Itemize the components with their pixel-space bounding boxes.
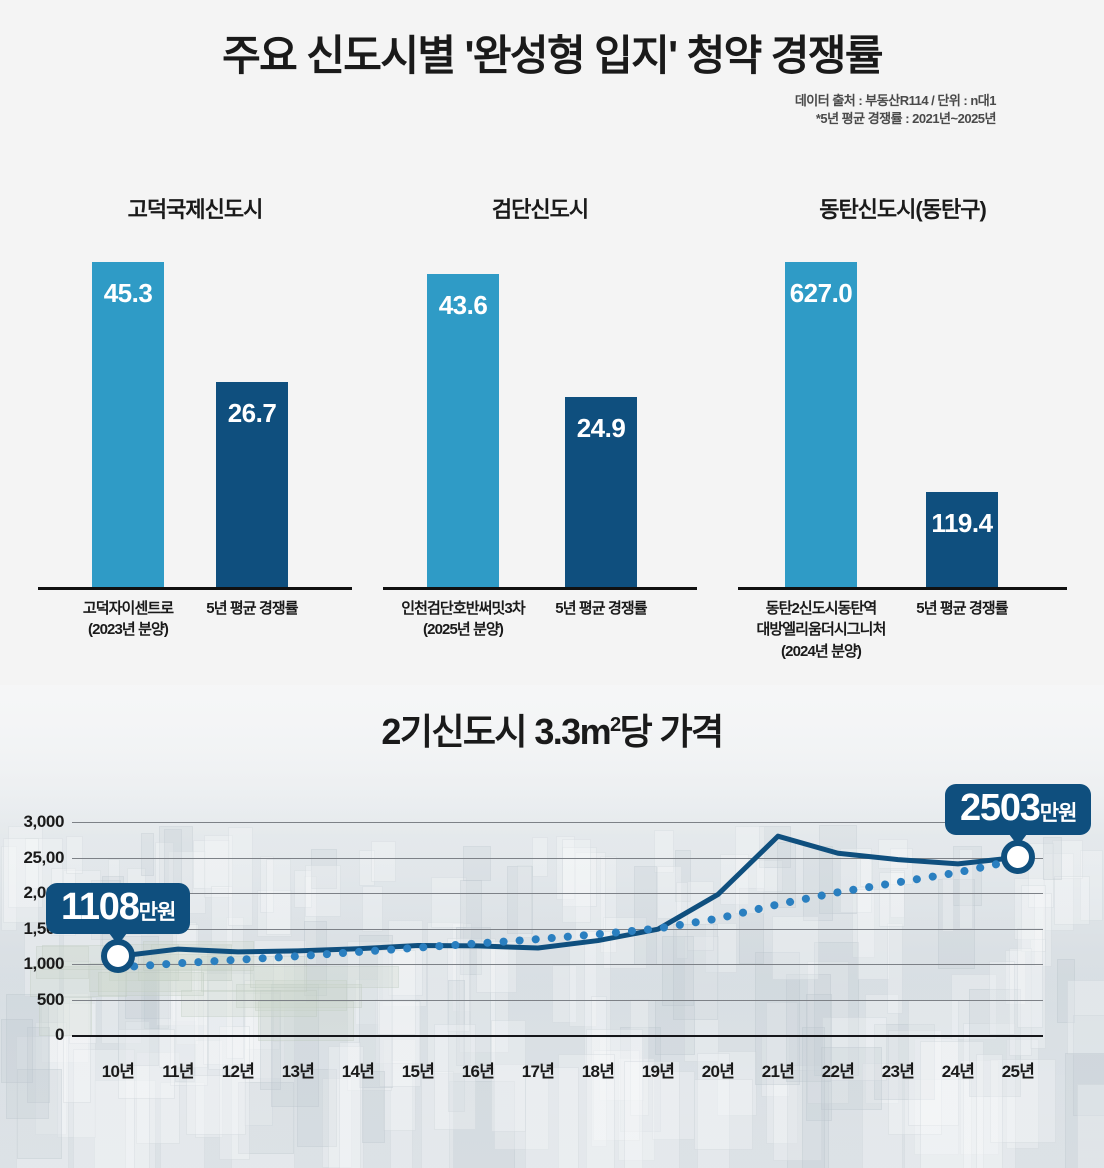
- x-axis-tick-label: 23년: [881, 1062, 915, 1081]
- callout-value: 2503: [960, 787, 1041, 830]
- bar-axis-label-line: (2023년 분양): [88, 621, 169, 639]
- bar-group-plot: 45.3 고덕자이센트로 (2023년 분양) 26.7 5년 평균 경쟁률: [30, 250, 360, 638]
- y-axis-tick-label: 1,000: [23, 954, 64, 973]
- bar-axis-label-line: (2024년 분양): [781, 642, 862, 660]
- x-axis-tick-label: 20년: [701, 1062, 735, 1081]
- bar-value-label: 45.3: [103, 278, 153, 308]
- bar-fill: [565, 397, 637, 587]
- bar-fill: [926, 492, 998, 587]
- bar-fill: [427, 274, 499, 587]
- bar-axis-label: 5년 평균 경쟁률: [886, 598, 1038, 619]
- x-axis-tick-label: 21년: [761, 1062, 795, 1081]
- page-title: 주요 신도시별 '완성형 입지' 청약 경쟁률: [222, 32, 883, 79]
- bar-axis-label: 5년 평균 경쟁률: [525, 598, 677, 619]
- price-line-series: [115, 833, 1021, 959]
- bar-axis-label: 인천검단호반써밋3차 (2025년 분양): [387, 598, 539, 641]
- bar[interactable]: 24.9: [565, 397, 637, 587]
- line-chart-title-superscript: 2: [609, 714, 621, 736]
- trend-line-series: [114, 855, 1022, 972]
- bar-axis-label-line: (2025년 분양): [423, 621, 504, 639]
- bar[interactable]: 26.7: [216, 382, 288, 587]
- bar-fill: [92, 262, 164, 587]
- x-axis-tick-label: 17년: [521, 1062, 555, 1081]
- bar-group: 검단신도시 43.6 인천검단호반써밋3차 (2025년 분양) 24.9 5년 평균 경…: [375, 150, 705, 685]
- gridline: [72, 893, 1043, 894]
- bar[interactable]: 119.4: [926, 492, 998, 587]
- bar-value-label: 627.0: [789, 278, 853, 308]
- x-axis-tick-label: 22년: [821, 1062, 855, 1081]
- bar-value-label: 43.6: [438, 290, 488, 320]
- bar-value-label: 119.4: [931, 508, 993, 538]
- bar-axis-label-line: 대방엘리움더시그니처: [756, 621, 886, 639]
- bar-axis-label: 5년 평균 경쟁률: [176, 598, 328, 619]
- gridline: [72, 999, 1043, 1001]
- bar-axis-line: [738, 587, 1067, 590]
- x-axis-tick-label: 24년: [941, 1062, 975, 1081]
- x-axis-tick-label: 12년: [221, 1062, 255, 1081]
- bar-group-title: 고덕국제신도시: [127, 197, 264, 222]
- bar-axis-label-line: 5년 평균 경쟁률: [206, 600, 298, 617]
- bar-axis-label-line: 5년 평균 경쟁률: [916, 600, 1008, 617]
- x-axis-tick-label: 11년: [162, 1062, 194, 1081]
- line-chart-section: 2기신도시 3.3m2당 가격 3,000 25,00 2,000 1,500 1,00…: [0, 685, 1104, 1168]
- bar[interactable]: 43.6: [427, 274, 499, 587]
- bar[interactable]: 627.0: [785, 262, 857, 587]
- bar-chart: 고덕국제신도시 45.3 고덕자이센트로 (2023년 분양) 26.7 5년 평균 경쟁…: [0, 150, 1104, 685]
- bar-axis-label: 고덕자이센트로 (2023년 분양): [52, 598, 204, 641]
- source-note: 데이터 출처 : 부동산R114 / 단위 : n대1 *5년 평균 경쟁률 :…: [794, 92, 997, 129]
- bar-axis-line: [38, 587, 352, 590]
- gridline: [72, 857, 1043, 859]
- bar-axis-label-line: 5년 평균 경쟁률: [555, 600, 647, 617]
- value-callout: 1108만원: [46, 883, 191, 946]
- bar-group-plot: 43.6 인천검단호반써밋3차 (2025년 분양) 24.9 5년 평균 경쟁률: [375, 250, 705, 638]
- x-axis-tick-label: 13년: [281, 1062, 315, 1081]
- bar-value-label: 24.9: [576, 413, 626, 443]
- value-callout: 2503만원: [945, 784, 1092, 847]
- bar-axis-label-line: 인천검단호반써밋3차: [401, 600, 525, 617]
- y-axis-tick-label: 500: [36, 989, 65, 1009]
- gridline: [72, 822, 1043, 823]
- line-chart-title: 2기신도시 3.3m2당 가격: [0, 703, 1104, 755]
- x-axis-tick-label: 18년: [581, 1062, 615, 1081]
- x-axis-tick-label: 10년: [101, 1062, 135, 1081]
- callout-unit: 만원: [138, 901, 177, 925]
- bar-fill: [785, 262, 857, 587]
- bar-group: 고덕국제신도시 45.3 고덕자이센트로 (2023년 분양) 26.7 5년 평균 경쟁…: [30, 150, 360, 685]
- y-axis-tick-label: 3,000: [23, 812, 64, 831]
- callout-value: 1108: [61, 886, 140, 929]
- bar-fill: [216, 382, 288, 587]
- line-chart-title-prefix: 2기신도시 3.3m: [381, 711, 611, 752]
- callout-unit: 만원: [1039, 802, 1078, 826]
- gridline: [72, 928, 1043, 930]
- bar-group-title: 동탄신도시(동탄구): [819, 197, 987, 222]
- source-line-2: *5년 평균 경쟁률 : 2021년~2025년: [815, 111, 997, 127]
- x-axis-tick-label: 19년: [641, 1062, 675, 1081]
- bar-axis-label-line: 동탄2신도시동탄역: [765, 600, 878, 617]
- bar[interactable]: 45.3: [92, 262, 164, 587]
- bar-value-label: 26.7: [227, 398, 277, 428]
- bar-axis-line: [383, 587, 697, 590]
- gridline: [72, 964, 1043, 965]
- y-axis-tick-label: 0: [54, 1025, 64, 1044]
- line-chart-title-suffix: 당 가격: [619, 711, 725, 752]
- axis-baseline: [72, 1035, 1043, 1037]
- header: 주요 신도시별 '완성형 입지' 청약 경쟁률 데이터 출처 : 부동산R114…: [0, 0, 1104, 150]
- x-axis-tick-label: 16년: [461, 1062, 495, 1081]
- x-axis-tick-label: 15년: [401, 1062, 435, 1081]
- source-line-1: 데이터 출처 : 부동산R114 / 단위 : n대1: [794, 93, 997, 108]
- bar-group-title: 검단신도시: [491, 197, 589, 222]
- line-series-svg: [114, 833, 1022, 972]
- x-axis-tick-label: 14년: [341, 1062, 375, 1081]
- bar-axis-label-line: 고덕자이센트로: [82, 600, 174, 617]
- x-axis-tick-label: 25년: [1001, 1062, 1035, 1081]
- line-chart-plot-area: 3,000 25,00 2,000 1,500 1,000 500 0 10년 11년 12년 13…: [0, 685, 1104, 1168]
- y-axis-tick-label: 25,00: [23, 847, 64, 867]
